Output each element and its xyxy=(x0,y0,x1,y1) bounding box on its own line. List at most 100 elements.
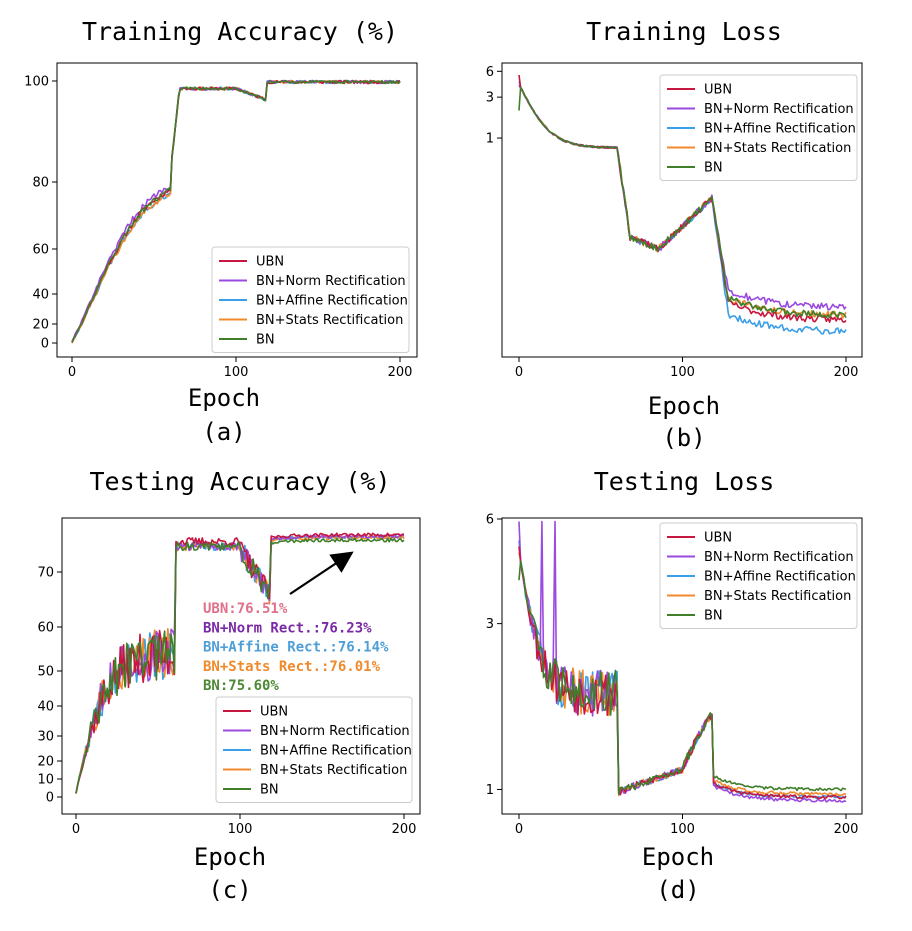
x-tick-label: 200 xyxy=(834,822,859,837)
annotation-ubn: UBN:76.51% xyxy=(203,601,288,617)
panel-c-y-ticks: 0 10 20 30 40 50 60 70 xyxy=(37,566,62,806)
legend-box xyxy=(215,696,413,803)
panel-c-xlabel: Epoch xyxy=(194,843,266,871)
panel-a-xlabel: Epoch xyxy=(188,384,260,412)
panel-c-annotations: UBN:76.51% BN+Norm Rect.:76.23% BN+Affine … xyxy=(203,551,389,694)
legend-label-bn: BN xyxy=(704,609,723,624)
panel-c-series xyxy=(75,532,405,794)
y-tick-label: 50 xyxy=(37,665,54,680)
y-tick-label: 100 xyxy=(24,75,49,90)
panel-a-label: (a) xyxy=(202,418,245,446)
series-ubn xyxy=(75,532,405,794)
x-tick-label: 100 xyxy=(228,822,253,837)
y-tick-label: 10 xyxy=(37,773,54,788)
series-bn xyxy=(75,537,405,794)
panel-d: Testing Loss 1 3 6 0 100 200 UBN BN+Norm Rect… xyxy=(486,467,863,904)
panel-d-title: Testing Loss xyxy=(594,467,775,496)
panel-c-label: (c) xyxy=(208,876,251,904)
panel-b-x-ticks: 0 100 200 xyxy=(515,357,859,380)
y-tick-label: 6 xyxy=(486,65,494,80)
legend-label-bn-stats-rectification: BN+Stats Rectification xyxy=(260,763,407,778)
x-tick-label: 200 xyxy=(834,365,859,380)
series-bn-stats-rectification xyxy=(518,552,847,797)
legend-label-bn-norm-rectification: BN+Norm Rectification xyxy=(260,724,410,739)
panel-a-title: Training Accuracy (%) xyxy=(82,17,398,46)
legend-label-ubn: UBN xyxy=(704,531,732,546)
y-tick-label: 40 xyxy=(37,700,54,715)
panel-b-label: (b) xyxy=(662,424,705,452)
x-tick-label: 0 xyxy=(515,822,523,837)
panel-c-x-ticks: 0 100 200 xyxy=(72,814,417,837)
panel-d-label: (d) xyxy=(656,876,699,904)
legend-label-bn-norm-rectification: BN+Norm Rectification xyxy=(704,550,854,565)
legend-box xyxy=(211,246,410,353)
panel-b-title: Training Loss xyxy=(586,17,782,46)
panel-d-y-ticks: 1 3 6 xyxy=(486,513,502,798)
panel-b-xlabel: Epoch xyxy=(648,392,720,420)
panel-b-legend: UBN BN+Norm Rectification BN+Affine Rectif… xyxy=(659,74,858,181)
legend-box xyxy=(659,74,858,181)
legend-label-bn-affine-rectification: BN+Affine Rectification xyxy=(704,570,856,585)
legend-label-ubn: UBN xyxy=(256,255,284,270)
y-tick-label: 60 xyxy=(37,621,54,636)
y-tick-label: 30 xyxy=(37,730,54,745)
panel-a: Training Accuracy (%) 0 20 40 60 80 100 0 100 2… xyxy=(24,17,418,446)
y-tick-label: 1 xyxy=(486,132,494,147)
x-tick-label: 100 xyxy=(670,822,695,837)
legend-label-bn-norm-rectification: BN+Norm Rectification xyxy=(704,102,854,117)
y-tick-label: 1 xyxy=(486,783,494,798)
x-tick-label: 0 xyxy=(515,365,523,380)
y-tick-label: 20 xyxy=(37,755,54,770)
panel-a-y-ticks: 0 20 40 60 80 100 xyxy=(24,75,57,352)
y-tick-label: 6 xyxy=(486,513,494,528)
legend-label-bn: BN xyxy=(704,161,723,176)
y-tick-label: 0 xyxy=(41,337,49,352)
x-tick-label: 200 xyxy=(388,365,413,380)
y-tick-label: 80 xyxy=(32,176,49,191)
panel-a-legend: UBN BN+Norm Rectification BN+Affine Rectif… xyxy=(211,246,410,353)
panel-d-series xyxy=(518,520,847,803)
legend-label-ubn: UBN xyxy=(704,83,732,98)
panel-a-series xyxy=(71,79,401,344)
annotation-arrow xyxy=(289,551,354,595)
legend-label-bn-norm-rectification: BN+Norm Rectification xyxy=(256,274,406,289)
panel-d-xlabel: Epoch xyxy=(642,843,714,871)
panel-b: Training Loss 1 3 6 0 100 200 UBN BN+Norm Rec… xyxy=(486,17,863,452)
x-tick-label: 200 xyxy=(392,822,417,837)
x-tick-label: 100 xyxy=(670,365,695,380)
panel-c-title: Testing Accuracy (%) xyxy=(89,467,390,496)
legend-label-ubn: UBN xyxy=(260,705,288,720)
panel-c-legend: UBN BN+Norm Rectification BN+Affine Rectif… xyxy=(215,696,413,803)
legend-label-bn: BN xyxy=(256,333,275,348)
annotation-bn-norm-rectification: BN+Norm Rect.:76.23% xyxy=(203,620,372,636)
legend-label-bn-stats-rectification: BN+Stats Rectification xyxy=(256,313,403,328)
y-tick-label: 60 xyxy=(32,243,49,258)
y-tick-label: 0 xyxy=(46,791,54,806)
panel-b-y-ticks: 1 3 6 xyxy=(486,65,502,147)
annotation-bn: BN:75.60% xyxy=(203,678,279,694)
legend-label-bn-affine-rectification: BN+Affine Rectification xyxy=(260,744,412,759)
panel-c: Testing Accuracy (%) 0 10 20 30 40 50 60 70 0 10… xyxy=(37,467,421,904)
annotation-bn-stats-rectification: BN+Stats Rect.:76.01% xyxy=(203,659,381,675)
annotation-bn-affine-rectification: BN+Affine Rect.:76.14% xyxy=(203,640,389,656)
series-bn xyxy=(518,560,847,795)
legend-box xyxy=(659,522,858,629)
x-tick-label: 0 xyxy=(72,822,80,837)
y-tick-label: 40 xyxy=(32,288,49,303)
legend-label-bn-stats-rectification: BN+Stats Rectification xyxy=(704,589,851,604)
y-tick-label: 70 xyxy=(37,566,54,581)
panel-d-legend: UBN BN+Norm Rectification BN+Affine Rectif… xyxy=(659,522,858,629)
legend-label-bn-affine-rectification: BN+Affine Rectification xyxy=(256,294,408,309)
panel-a-x-ticks: 0 100 200 xyxy=(68,357,413,380)
x-tick-label: 100 xyxy=(224,365,249,380)
x-tick-label: 0 xyxy=(68,365,76,380)
legend-label-bn-affine-rectification: BN+Affine Rectification xyxy=(704,122,856,137)
legend-label-bn-stats-rectification: BN+Stats Rectification xyxy=(704,141,851,156)
series-bn xyxy=(518,86,847,319)
panel-b-series xyxy=(518,74,847,335)
y-tick-label: 3 xyxy=(486,91,494,106)
series-bn xyxy=(71,79,401,343)
panel-c-frame xyxy=(61,517,421,815)
panel-a-frame xyxy=(56,62,418,358)
